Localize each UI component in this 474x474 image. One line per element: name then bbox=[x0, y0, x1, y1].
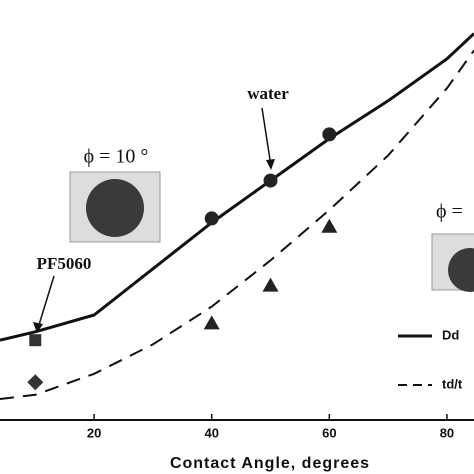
x-tick-label: 60 bbox=[322, 425, 336, 440]
legend-label: Dd bbox=[442, 327, 459, 342]
legend-label: td/t bbox=[442, 376, 463, 391]
marker bbox=[29, 334, 42, 347]
series-line bbox=[0, 49, 474, 400]
x-axis-label: Contact Angle, degrees bbox=[170, 455, 370, 472]
annotation: water bbox=[247, 84, 289, 103]
annotation: ϕ = 10 ° bbox=[84, 146, 149, 168]
marker bbox=[263, 173, 278, 188]
x-tick-label: 20 bbox=[87, 425, 101, 440]
arrow bbox=[261, 107, 272, 167]
marker bbox=[321, 218, 338, 233]
x-tick-label: 80 bbox=[440, 425, 454, 440]
droplet bbox=[448, 248, 474, 292]
series-line bbox=[0, 32, 474, 342]
marker bbox=[262, 277, 279, 292]
arrow bbox=[37, 275, 55, 329]
arrow-head bbox=[266, 159, 275, 170]
marker bbox=[27, 374, 44, 391]
droplet bbox=[86, 179, 144, 237]
marker bbox=[204, 211, 219, 226]
arrow-head bbox=[33, 322, 43, 333]
marker bbox=[203, 315, 220, 330]
x-tick-label: 40 bbox=[204, 425, 218, 440]
annotation: ϕ = bbox=[436, 201, 463, 223]
marker bbox=[322, 127, 337, 142]
annotation: PF5060 bbox=[37, 254, 92, 273]
